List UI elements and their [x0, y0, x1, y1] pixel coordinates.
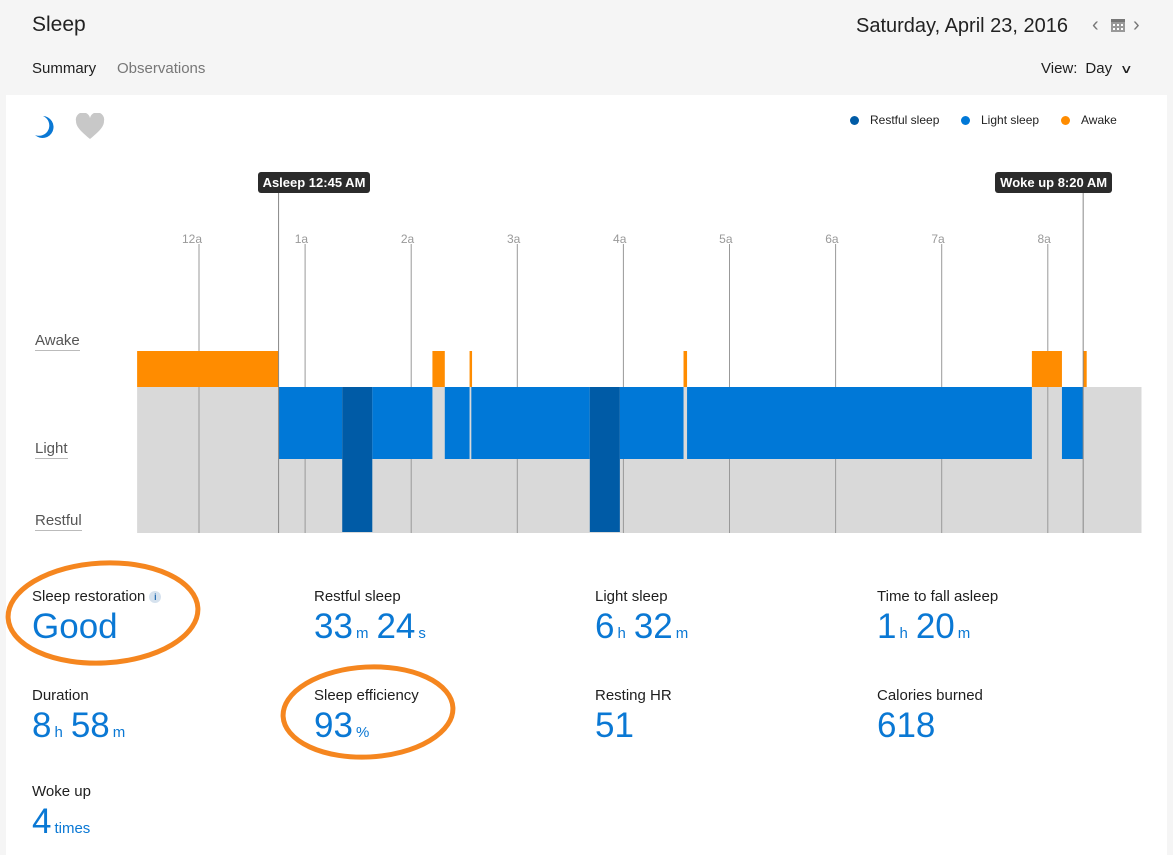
y-label-restful: Restful [35, 512, 82, 531]
stat-label: Light sleep [595, 588, 668, 605]
x-tick-label: 6a [825, 232, 839, 246]
segment-restful [589, 387, 620, 532]
stat-sleep-efficiency: Sleep efficiency 93% [314, 687, 419, 753]
x-tick-label: 5a [719, 232, 733, 246]
segment-restful [342, 387, 373, 532]
stat-value: 93% [314, 706, 370, 745]
stat-duration: Duration 8 h 58 m [32, 687, 133, 753]
chevron-down-icon: ∨ [1119, 62, 1134, 76]
x-tick-label: 1a [295, 232, 309, 246]
legend-label: Restful sleep [870, 113, 940, 127]
x-tick-label: 7a [931, 232, 945, 246]
x-tick-label: 8a [1037, 232, 1051, 246]
stat-restful-sleep: Restful sleep 33 m 24 s [314, 588, 434, 654]
sleep-timeline-chart: 12a 1a 2a 3a 4a 5a 6a 7a 8a [137, 192, 1142, 533]
stat-label: Woke up [32, 783, 91, 800]
awake-dot-icon [1061, 115, 1070, 125]
segment-light [278, 387, 343, 459]
stat-label: Time to fall asleep [877, 588, 999, 605]
stat-value: 4 times [32, 802, 91, 841]
segment-awake [1031, 351, 1062, 387]
stat-value: 1 h 20 m [877, 607, 971, 646]
segment-light [687, 387, 1032, 459]
tab-observations[interactable]: Observations [117, 60, 206, 77]
current-date: Saturday, April 23, 2016 [856, 15, 1068, 37]
stat-resting-hr: Resting HR 51 [595, 687, 672, 746]
page-title: Sleep [32, 13, 86, 36]
y-label-light: Light [35, 440, 68, 459]
stat-value: 33 m 24 s [314, 607, 426, 646]
legend-awake: Awake [1061, 113, 1117, 127]
x-tick-label: 12a [182, 232, 202, 246]
stat-light-sleep: Light sleep 6 h 32 m [595, 588, 696, 654]
heart-icon[interactable] [75, 113, 105, 141]
chevron-right-icon[interactable]: › [1133, 14, 1140, 36]
stat-time-to-fall-asleep: Time to fall asleep 1 h 20 m [877, 588, 998, 654]
x-tick-label: 3a [507, 232, 521, 246]
x-tick-label: 2a [401, 232, 415, 246]
x-tick-label: 4a [613, 232, 627, 246]
legend-label: Awake [1081, 113, 1117, 127]
stat-calories-burned: Calories burned 618 [877, 687, 983, 746]
restful-dot-icon [850, 115, 859, 125]
segment-awake [683, 351, 688, 387]
stat-woke-up: Woke up 4 times [32, 783, 98, 849]
stat-value: Good [32, 607, 118, 646]
info-icon[interactable]: i [149, 591, 162, 603]
segment-light [1061, 387, 1084, 459]
segment-awake [432, 351, 445, 387]
stat-label: Calories burned [877, 687, 983, 704]
stat-value: 618 [877, 706, 936, 745]
segment-light [444, 387, 470, 459]
moon-icon[interactable] [33, 113, 59, 141]
segment-awake [137, 351, 279, 387]
tab-summary[interactable]: Summary [32, 60, 97, 77]
view-label: View: [1041, 60, 1078, 77]
stat-value: 51 [595, 706, 634, 745]
stat-label: Restful sleep [314, 588, 401, 605]
calendar-icon[interactable] [1110, 17, 1126, 33]
segment-light [471, 387, 590, 459]
y-label-awake: Awake [35, 332, 80, 351]
light-dot-icon [961, 115, 970, 125]
legend-restful: Restful sleep [850, 113, 939, 127]
segment-light [372, 387, 433, 459]
legend-label: Light sleep [981, 113, 1040, 127]
legend-light: Light sleep [961, 113, 1039, 127]
segment-awake [1083, 351, 1087, 387]
asleep-tooltip: Asleep 12:45 AM [257, 172, 371, 193]
chevron-left-icon[interactable]: ‹ [1092, 14, 1099, 36]
segment-awake [469, 351, 473, 387]
view-selector[interactable]: View: Day ∨ [1041, 60, 1134, 77]
stat-value: 8 h 58 m [32, 706, 126, 745]
stat-label: Sleep efficiency [314, 687, 419, 704]
woke-up-tooltip: Woke up 8:20 AM [995, 172, 1113, 193]
stat-value: 6 h 32 m [595, 607, 689, 646]
stat-sleep-restoration: Sleep restoration i Good [32, 588, 162, 647]
stat-label: Duration [32, 687, 89, 704]
stat-label: Sleep restoration i [32, 588, 162, 605]
view-value: Day [1085, 60, 1113, 77]
segment-light [619, 387, 684, 459]
stat-label: Resting HR [595, 687, 672, 704]
